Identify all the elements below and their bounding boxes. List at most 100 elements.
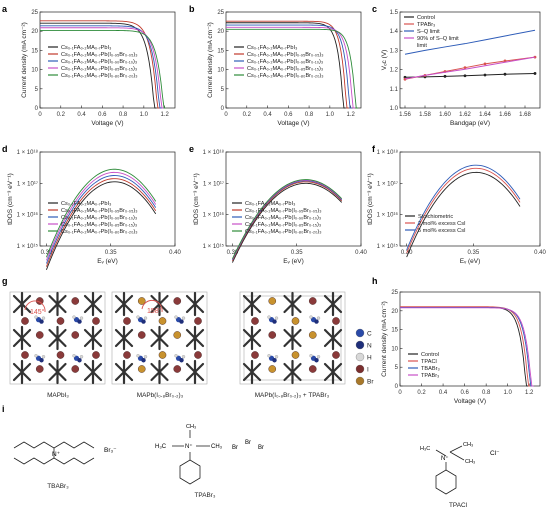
tpabr3-nitrogen: N⁺ [185, 443, 193, 450]
legend-label-f: 5 mol% excess CsI [418, 228, 466, 234]
voc-point [483, 62, 487, 66]
i-atom [123, 351, 131, 359]
i-atom [21, 317, 29, 325]
i-atom [21, 351, 29, 359]
tpacl-anion: Cl⁻ [490, 450, 500, 457]
y-tick-label-c: 1.1 [390, 87, 399, 93]
br-atom [137, 365, 146, 373]
atom-legend-label: Br [367, 379, 374, 386]
n-atom [141, 358, 146, 363]
pb-halide-bond [323, 336, 335, 348]
pb-halide-bond [12, 370, 24, 382]
pb-halide-bond [48, 328, 59, 340]
y-tick-label-h: 5 [395, 365, 399, 371]
panel-letter-e: e [189, 144, 194, 154]
pb-halide-bond [91, 294, 103, 306]
i-atom [137, 331, 146, 339]
plot-frame-b [225, 11, 362, 109]
x-tick-label-a: 0.8 [119, 112, 128, 118]
pb-halide-bond [323, 362, 335, 374]
tbabr3-anion: Br₃⁻ [104, 447, 117, 454]
y-tick-label-h: 15 [391, 328, 398, 334]
legend-label-c-continued: limit [417, 43, 427, 49]
x-tick-label-h: 1.2 [525, 390, 534, 396]
x-tick-label-a: 1.2 [160, 112, 169, 118]
crystal-structures [9, 291, 346, 385]
pb-halide-bond [150, 336, 161, 348]
h-atom [181, 355, 186, 359]
i-atom [123, 317, 131, 325]
br-atom [173, 331, 182, 339]
i-atom [194, 351, 202, 359]
voc-point [503, 72, 507, 76]
x-tick-label-b: 1.0 [326, 112, 335, 118]
pb-halide-bond [331, 336, 343, 348]
y-axis-label-h: Current density (mA cm⁻²) [381, 301, 388, 377]
pb-halide-bond [291, 336, 302, 348]
br-atom [158, 317, 167, 325]
x-tick-label-h: 0.4 [439, 390, 448, 396]
legend-label-d: Cs₀.₁FA₀.₂MA₀.₇Pb(I₀.₈₅Br₀.₁₅)₃ [61, 222, 137, 228]
y-tick-label-d: 1 × 10¹⁷ [17, 180, 38, 187]
pb-halide-bond [20, 328, 32, 340]
pb-halide-bond [242, 302, 254, 314]
legend-label-d: Cs₀.₁FA₀.₂MA₀.₇Pb(I₀.₉₅Br₀.₀₅)₃ [61, 208, 137, 214]
x-tick-label-a: 0.6 [98, 112, 107, 118]
y-axis-label-e: tDOS (cm⁻³ eV⁻¹) [193, 173, 200, 225]
panel-letter-i: i [2, 404, 5, 414]
x-axis-label-e: Eᵥ (eV) [283, 258, 304, 265]
legend-label-e: Cs₀.₁FA₀.₂MA₀.₇PbI₃ [245, 201, 295, 207]
panel-letter-g: g [2, 276, 8, 286]
pb-halide-bond [193, 370, 205, 382]
y-tick-label-c: 1.0 [390, 106, 399, 112]
voc-point [463, 66, 467, 70]
i-atom [173, 297, 182, 305]
h-atom [72, 315, 76, 319]
angle-label-1: 145° [30, 308, 45, 316]
pb-halide-bond [83, 336, 95, 348]
x-tick-label-b: 0.8 [305, 112, 314, 118]
jv-chart-h: 0 0.2 0.4 0.6 0.8 1.0 1.2 0 5 10 15 20 25 Voltage (V)… [381, 290, 541, 405]
pb-halide-bond [122, 328, 134, 340]
tdos-curve-d [46, 181, 157, 270]
pb-halide-bond [20, 294, 32, 306]
h-atom [316, 316, 321, 320]
pb-halide-bond [283, 294, 294, 306]
h-atom [136, 315, 140, 319]
tpacl-nitrogen: N⁺ [441, 455, 449, 462]
panel-letter-a: a [2, 4, 8, 14]
pb-halide-bond [48, 302, 59, 314]
h-atom [267, 315, 271, 319]
y-tick-label-a: 0 [35, 106, 39, 112]
pb-halide-bond [114, 328, 126, 340]
x-tick-label-e: 0.30 [227, 250, 239, 256]
legend-label-c: TPABr₃ [417, 22, 435, 28]
angle-label-2: 158° [147, 307, 162, 315]
atom-legend-label: I [367, 367, 369, 374]
pb-halide-bond [158, 370, 169, 382]
x-tick-label-b: 0.6 [284, 112, 293, 118]
y-tick-label-a: 25 [31, 10, 38, 16]
n-atom [179, 358, 184, 363]
n-atom [77, 319, 82, 324]
pb-halide-bond [242, 362, 254, 374]
i-atom [308, 297, 317, 305]
jv-curve-a [40, 29, 166, 109]
tdos-curve-d [46, 178, 157, 267]
pb-halide-bond [48, 370, 59, 382]
x-tick-label-a: 0.4 [77, 112, 86, 118]
tdos-curve-d [46, 175, 157, 264]
y-tick-label-b: 5 [221, 87, 225, 93]
h-atom [274, 355, 279, 359]
pb-halide-bond [250, 302, 262, 314]
h-atom [79, 355, 84, 359]
x-tick-label-h: 0 [398, 390, 402, 396]
n-atom [272, 319, 277, 324]
tdos-curve-e [232, 182, 343, 263]
plot-frame-f [399, 151, 541, 247]
atom-legend-label: H [367, 355, 372, 362]
y-tick-label-d: 1 × 10¹⁵ [17, 243, 39, 250]
pb-halide-bond [56, 362, 67, 374]
legend-label-a: Cs₀.₁FA₀.₂MA₀.₇Pb(I₀.₉₀Br₀.₁₀)₃ [61, 59, 137, 65]
y-tick-label-b: 0 [221, 106, 225, 112]
